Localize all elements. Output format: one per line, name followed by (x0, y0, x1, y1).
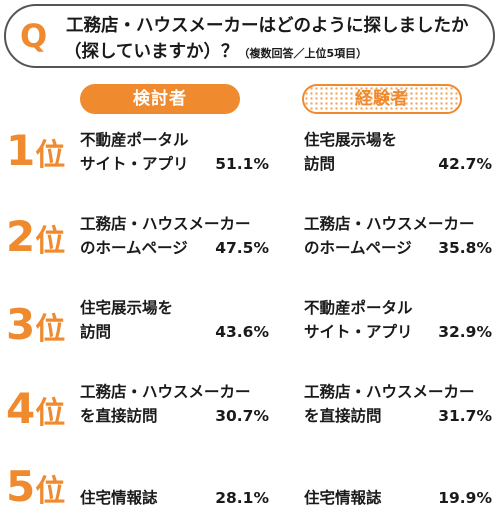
column-header-considering: 検討者 (80, 84, 240, 114)
rank-2-b-line2: のホームページ (304, 239, 412, 257)
rank-1-a-percent: 51.1% (215, 155, 269, 173)
rank-unit: 位 (35, 474, 66, 509)
rank-2-b-percent: 35.8% (438, 239, 492, 257)
rank-5-b-percent: 19.9% (438, 489, 492, 507)
rank-4-b-line2: を直接訪問 (304, 407, 382, 425)
rank-1-b-line1: 住宅展示場を (304, 131, 398, 149)
rank-5-a-percent: 28.1% (215, 489, 269, 507)
rank-5-a-line2: 住宅情報誌 (80, 489, 158, 507)
column-header-experienced: 経験者 (302, 84, 462, 114)
rank-2-b-line1: 工務店・ハウスメーカー (304, 215, 475, 233)
rank-unit: 位 (35, 138, 66, 173)
rank-unit: 位 (35, 396, 66, 431)
rank-unit: 位 (35, 312, 66, 347)
rank-3-a-line1: 住宅展示場を (80, 299, 174, 317)
rank-3-a-percent: 43.6% (215, 323, 269, 341)
rank-4-b-percent: 31.7% (438, 407, 492, 425)
rank-4-a-line1: 工務店・ハウスメーカー (80, 383, 251, 401)
rank-2-label: 2位 (6, 214, 65, 265)
rank-1-b-percent: 42.7% (438, 155, 492, 173)
rank-5-b-line2: 住宅情報誌 (304, 489, 382, 507)
rank-5-label: 5位 (6, 464, 65, 515)
rank-number: 4 (6, 384, 36, 433)
rank-3-b-line2: サイト・アプリ (304, 323, 413, 341)
rank-1-label: 1位 (6, 128, 65, 179)
rank-2-a-line2: のホームページ (80, 239, 188, 257)
rank-3-b-percent: 32.9% (438, 323, 492, 341)
rank-unit: 位 (35, 224, 66, 259)
question-text-line2: （探していますか）？（複数回答／上位5項目） (64, 40, 367, 66)
rank-3-b-line1: 不動産ポータル (304, 299, 413, 317)
rank-number: 5 (6, 462, 36, 511)
question-box: Q 工務店・ハウスメーカーはどのように探しましたか （探していますか）？（複数回… (4, 4, 495, 68)
rank-1-a-line2: サイト・アプリ (80, 155, 189, 173)
question-text-line2-main: （探していますか）？ (64, 42, 239, 62)
rank-1-a-line1: 不動産ポータル (80, 131, 189, 149)
rank-2-a-percent: 47.5% (215, 239, 269, 257)
rank-4-label: 4位 (6, 386, 65, 437)
question-note: （複数回答／上位5項目） (238, 47, 368, 60)
rank-number: 3 (6, 300, 36, 349)
rank-number: 1 (6, 126, 36, 175)
rank-number: 2 (6, 212, 36, 261)
question-text-line1: 工務店・ハウスメーカーはどのように探しましたか (66, 16, 469, 36)
rank-2-a-line1: 工務店・ハウスメーカー (80, 215, 251, 233)
rank-4-b-line1: 工務店・ハウスメーカー (304, 383, 475, 401)
rank-4-a-percent: 30.7% (215, 407, 269, 425)
rank-3-a-line2: 訪問 (80, 323, 112, 341)
rank-3-label: 3位 (6, 302, 65, 353)
rank-1-b-line2: 訪問 (304, 155, 336, 173)
question-mark: Q (20, 17, 48, 55)
rank-4-a-line2: を直接訪問 (80, 407, 158, 425)
